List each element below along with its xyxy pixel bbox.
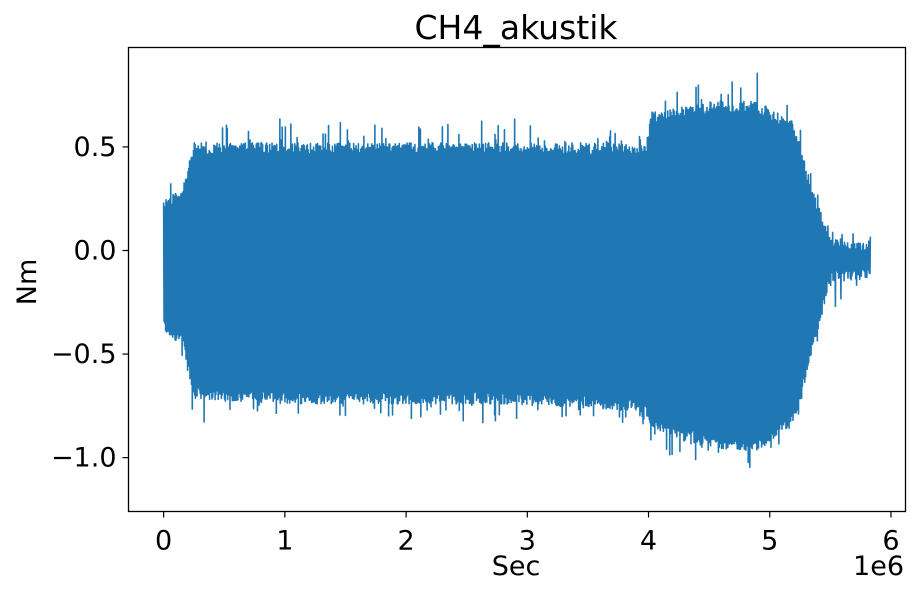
x-axis: 0 1 2 3 4 5 6 xyxy=(155,511,900,557)
x-axis-label: Sec xyxy=(492,551,541,582)
plot-frame xyxy=(127,46,907,513)
x-tick-label: 6 xyxy=(882,526,899,557)
series-line xyxy=(162,72,872,469)
x-tick-label: 5 xyxy=(761,526,778,557)
y-tick-label: 0.5 xyxy=(74,132,117,163)
y-axis-label: Nm xyxy=(12,259,43,306)
x-tick-label: 1 xyxy=(276,526,293,557)
x-tick-label: 4 xyxy=(640,526,657,557)
x-tick-label: 0 xyxy=(155,526,172,557)
plot-area xyxy=(162,72,872,469)
y-tick-label: 0.0 xyxy=(74,236,117,267)
y-tick-label: −0.5 xyxy=(51,339,117,370)
x-tick-label: 2 xyxy=(397,526,414,557)
chart-title: CH4_akustik xyxy=(415,8,619,47)
x-axis-offset-label: 1e6 xyxy=(853,551,904,582)
y-axis: 0.5 0.0 −0.5 −1.0 xyxy=(51,132,129,474)
x-tick-label: 3 xyxy=(519,526,536,557)
y-tick-label: −1.0 xyxy=(51,443,117,474)
